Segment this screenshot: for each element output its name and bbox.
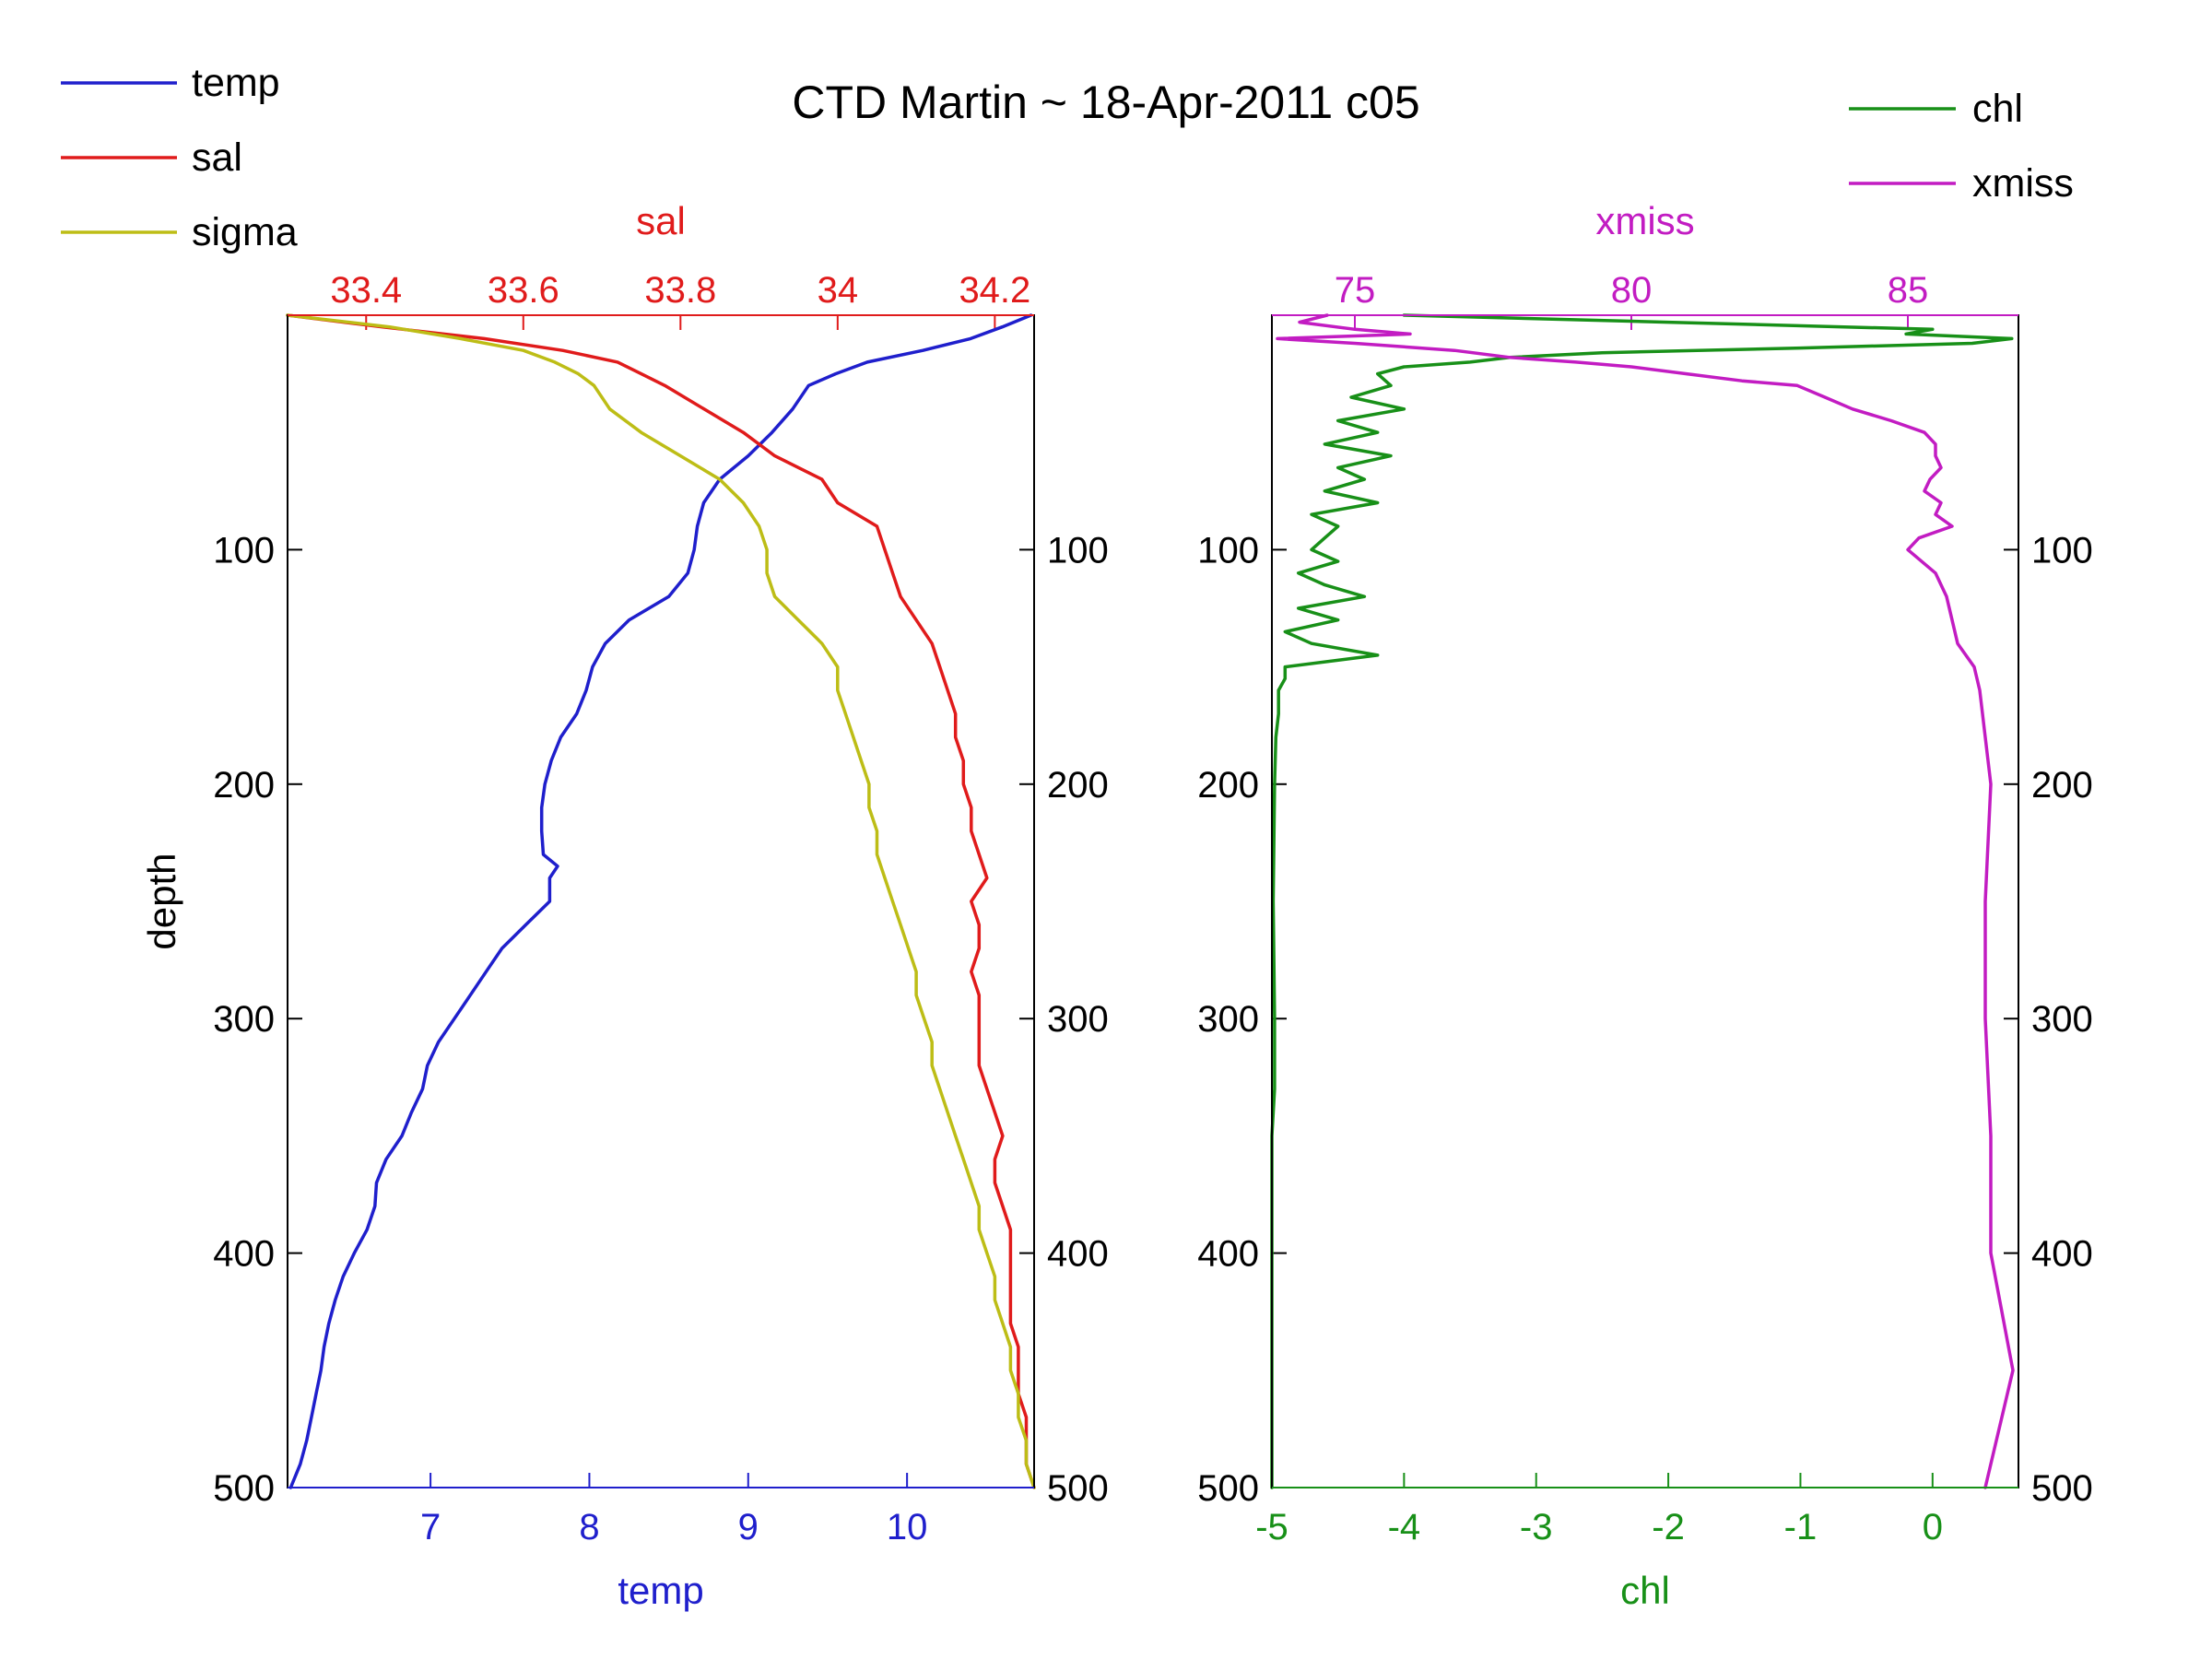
- right-ytick-label-left: 400: [1197, 1234, 1259, 1275]
- left-top-axis-label: sal: [636, 199, 686, 242]
- right-ytick-label-right: 100: [2031, 530, 2093, 571]
- left-ytick-label-right: 400: [1047, 1234, 1109, 1275]
- right-bottom-tick-label: -1: [1784, 1507, 1818, 1547]
- series-line-xmiss: [1276, 313, 2015, 1489]
- left-bottom-tick-label: 8: [579, 1507, 599, 1547]
- right-ytick-label-right: 500: [2031, 1468, 2093, 1509]
- right-ytick-label-left: 200: [1197, 765, 1259, 806]
- right-ytick-label-right: 200: [2031, 765, 2093, 806]
- left-panel-ticks: 100 100 200 200 300 300 400 400 500 500 7 8 9 10 33.4 3…: [213, 270, 1109, 1547]
- right-bottom-tick-label: -2: [1652, 1507, 1685, 1547]
- legend-right: chl xmiss: [1849, 87, 2074, 206]
- left-ytick-label-left: 500: [213, 1468, 275, 1509]
- right-bottom-tick-label: -4: [1388, 1507, 1421, 1547]
- left-bottom-tick-label: 7: [420, 1507, 441, 1547]
- left-bottom-axis-label: temp: [618, 1569, 703, 1612]
- chart-title: CTD Martin ~ 18-Apr-2011 c05: [792, 76, 1419, 128]
- left-top-tick-label: 33.4: [330, 270, 402, 311]
- right-ytick-label-left: 300: [1197, 999, 1259, 1040]
- right-bottom-tick-label: -5: [1255, 1507, 1288, 1547]
- series-line-temp: [288, 313, 1033, 1489]
- left-y-axis-label: depth: [140, 853, 183, 949]
- right-panel-series: [1270, 313, 2015, 1489]
- legend-right-label-xmiss: xmiss: [1972, 161, 2074, 206]
- right-top-axis-label: xmiss: [1595, 199, 1694, 242]
- left-panel-series: [286, 313, 1036, 1489]
- right-ytick-label-right: 400: [2031, 1234, 2093, 1275]
- left-panel: 100 100 200 200 300 300 400 400 500 500 7 8 9 10 33.4 3…: [140, 199, 1109, 1612]
- left-top-tick-label: 34.2: [959, 270, 1030, 311]
- series-line-sigma: [286, 313, 1036, 1489]
- left-ytick-label-left: 200: [213, 765, 275, 806]
- right-ytick-label-left: 100: [1197, 530, 1259, 571]
- legend-left-label-sigma: sigma: [192, 210, 298, 254]
- right-top-tick-label: 85: [1888, 270, 1929, 311]
- left-top-tick-label: 33.8: [644, 270, 716, 311]
- left-ytick-label-right: 500: [1047, 1468, 1109, 1509]
- left-top-tick-label: 34: [818, 270, 859, 311]
- left-ytick-label-left: 300: [213, 999, 275, 1040]
- left-ytick-label-right: 200: [1047, 765, 1109, 806]
- legend-left-label-sal: sal: [192, 135, 242, 180]
- right-bottom-axis-label: chl: [1620, 1569, 1670, 1612]
- legend-left: temp sal sigma: [61, 61, 298, 254]
- right-bottom-tick-label: 0: [1923, 1507, 1943, 1547]
- right-top-tick-label: 75: [1335, 270, 1376, 311]
- right-ytick-label-right: 300: [2031, 999, 2093, 1040]
- left-ytick-label-left: 100: [213, 530, 275, 571]
- series-line-sal: [286, 313, 1036, 1489]
- left-ytick-label-right: 300: [1047, 999, 1109, 1040]
- left-bottom-tick-label: 10: [887, 1507, 928, 1547]
- right-top-tick-label: 80: [1611, 270, 1653, 311]
- right-bottom-tick-label: -3: [1520, 1507, 1553, 1547]
- legend-right-label-chl: chl: [1972, 87, 2023, 131]
- legend-left-label-temp: temp: [192, 61, 280, 105]
- right-ytick-label-left: 500: [1197, 1468, 1259, 1509]
- left-ytick-label-left: 400: [213, 1234, 275, 1275]
- left-ytick-label-right: 100: [1047, 530, 1109, 571]
- left-top-tick-label: 33.6: [488, 270, 559, 311]
- left-bottom-tick-label: 9: [738, 1507, 759, 1547]
